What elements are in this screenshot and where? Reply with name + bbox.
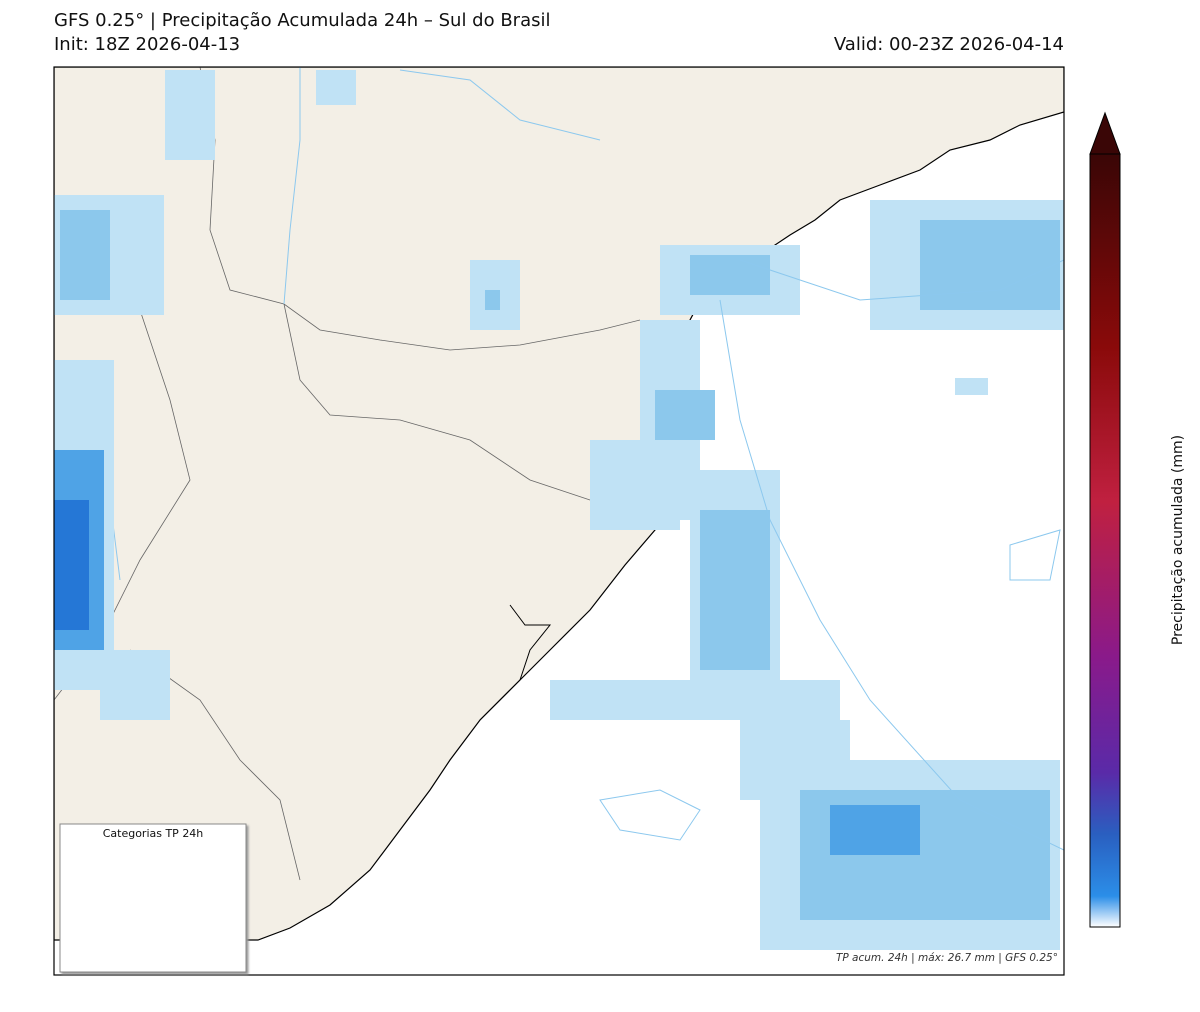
contours xyxy=(599,259,1064,851)
init-time: Init: 18Z 2026-04-13 xyxy=(54,34,240,55)
legend: Categorias TP 24h xyxy=(59,823,247,973)
title: GFS 0.25° | Precipitação Acumulada 24h –… xyxy=(54,10,551,31)
colorbar: Precipitação acumulada (mm) xyxy=(1089,111,1186,928)
colorbar-extend xyxy=(1089,111,1121,155)
legend-title: Categorias TP 24h xyxy=(103,827,204,840)
colorbar-scale xyxy=(1089,153,1121,928)
footer-note: TP acum. 24h | máx: 26.7 mm | GFS 0.25° xyxy=(836,952,1058,964)
precipitation xyxy=(54,70,1064,950)
lagoon xyxy=(479,604,552,721)
legend-box xyxy=(59,823,247,973)
valid-time: Valid: 00-23Z 2026-04-14 xyxy=(834,34,1064,55)
colorbar-label: Precipitação acumulada (mm) xyxy=(1170,435,1186,645)
map-frame xyxy=(53,66,1065,976)
